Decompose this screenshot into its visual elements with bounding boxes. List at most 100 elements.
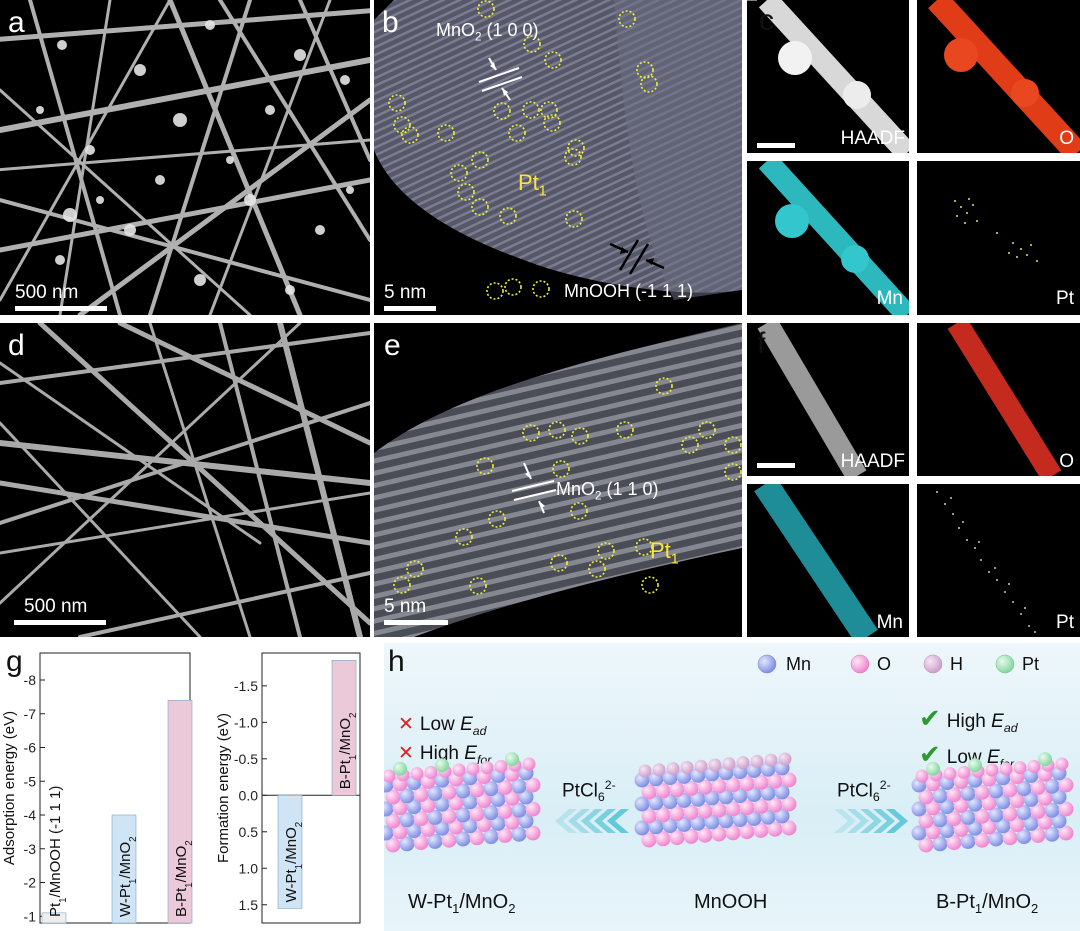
nanowire-network-image — [0, 323, 370, 637]
atom-o — [655, 783, 671, 799]
atom-o — [946, 811, 962, 827]
atom-o — [1009, 793, 1025, 809]
panel-label: f — [757, 327, 766, 360]
atom-surface — [694, 759, 708, 773]
atom-o — [504, 790, 520, 806]
atom-o — [420, 821, 436, 837]
atom-pt — [505, 752, 519, 767]
atom-surface — [638, 764, 652, 778]
scale-bar: 5 nm — [384, 596, 448, 625]
atom-o — [725, 825, 741, 841]
atom-surface — [666, 762, 680, 776]
legend-label: H — [950, 654, 963, 674]
map-pt: Pt — [917, 161, 1080, 315]
atom-surface — [466, 762, 480, 776]
atom-o — [448, 819, 464, 835]
panel-c-eds-maps: HAADF O Mn Pt c — [747, 0, 1080, 315]
atom-o — [641, 832, 657, 848]
atom-pt — [393, 761, 407, 776]
bar-label: B-Pt1/MnO2 — [173, 840, 195, 917]
tick-label: 0.0 — [239, 787, 259, 803]
tick-label: -6 — [24, 740, 37, 756]
atom-surface — [424, 765, 438, 779]
atom-o — [974, 784, 990, 800]
reagent-label-right: PtCl62- — [837, 778, 891, 805]
atom-mn — [967, 796, 983, 812]
atom-o — [413, 835, 429, 851]
atom-o — [739, 776, 755, 792]
atom-mn — [634, 820, 650, 836]
atom-o — [953, 797, 969, 813]
tick-label: 0.5 — [239, 824, 259, 840]
atom-o — [753, 798, 769, 814]
tick-label: -8 — [24, 672, 37, 688]
tick-label: -5 — [24, 773, 37, 789]
atom-o — [1030, 827, 1046, 843]
atom-o — [683, 828, 699, 844]
atom-mn — [1023, 815, 1039, 831]
atom-mn — [1016, 805, 1032, 821]
atom-mn — [911, 801, 927, 817]
scale-bar — [757, 463, 795, 468]
criterion-high-ead: ✔ High Ead — [919, 703, 1018, 735]
cross-icon: ✕ — [398, 714, 414, 735]
bar-label: Pt1/MnOOH (-1 1 1) — [47, 786, 69, 917]
mn-atom-icon — [757, 654, 777, 674]
atom-o — [946, 787, 962, 803]
atom-o — [669, 782, 685, 798]
atom-o — [925, 800, 941, 816]
panel-label: d — [8, 329, 25, 362]
atom-mn — [634, 796, 650, 812]
atom-o — [669, 830, 685, 846]
atom-mn — [1051, 789, 1067, 805]
atom-o — [753, 822, 769, 838]
atom-o — [525, 825, 541, 841]
map-haadf: HAADF — [747, 323, 909, 476]
bar — [331, 659, 357, 796]
panel-label: h — [388, 645, 405, 678]
atom-mn — [1051, 813, 1067, 829]
atom-surface — [1027, 759, 1041, 773]
b-pt-mno2-structure — [911, 752, 1074, 853]
plot-frame — [261, 652, 361, 924]
pt-atom-icon — [995, 654, 1015, 674]
atom-o — [767, 773, 783, 789]
atom-mn — [434, 820, 450, 836]
bar-label: B-Pt1/MnO2 — [337, 713, 359, 790]
check-icon: ✔ — [919, 738, 941, 769]
atom-surface — [480, 761, 494, 775]
atom-o — [1002, 782, 1018, 798]
atom-o — [469, 806, 485, 822]
tick-label: -0.5 — [234, 751, 258, 767]
atom-surface — [384, 769, 396, 783]
atom-o — [781, 820, 797, 836]
atom-o — [497, 827, 513, 843]
atom-o — [1002, 806, 1018, 822]
tick-label: -2 — [24, 875, 37, 891]
legend-label: Mn — [786, 654, 812, 674]
atom-o — [525, 777, 541, 793]
atom-surface — [999, 762, 1013, 776]
atom-pt — [968, 758, 982, 773]
map-mn: Mn — [747, 484, 909, 637]
atom-mn — [490, 815, 506, 831]
atom-o — [739, 800, 755, 816]
scale-bar-label: 500 nm — [24, 596, 88, 617]
atom-mn — [455, 831, 471, 847]
atom-mn — [399, 788, 415, 804]
atom-mn — [988, 807, 1004, 823]
atom-o — [1037, 814, 1053, 830]
atom-mn — [732, 788, 748, 804]
caption-mnooh: MnOOH — [694, 891, 768, 913]
atom-pt — [1038, 752, 1052, 767]
atom-mn — [932, 788, 948, 804]
atom-mn — [648, 795, 664, 811]
atom-mn — [988, 783, 1004, 799]
panel-label: c — [759, 4, 774, 37]
atom-mn — [760, 785, 776, 801]
atom-mn — [518, 789, 534, 805]
nanowire-network-image — [0, 0, 370, 315]
atom-mn — [732, 812, 748, 828]
criterion-low-ead: ✕ Low Ead — [398, 714, 487, 738]
lattice-label-mno2: MnO2 (1 0 0) — [436, 20, 539, 44]
